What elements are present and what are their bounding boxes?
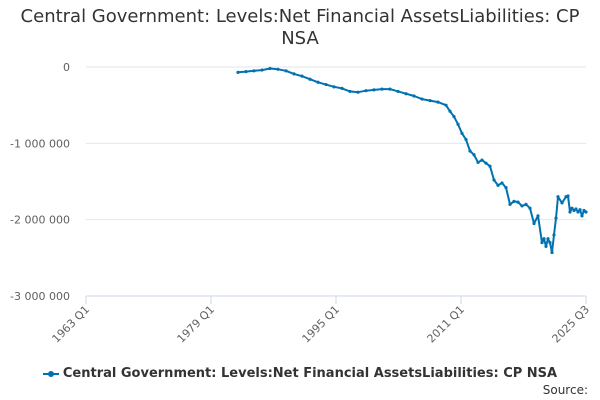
data-point[interactable] xyxy=(464,137,468,142)
data-point[interactable] xyxy=(554,216,558,220)
data-point[interactable] xyxy=(472,153,476,157)
data-point[interactable] xyxy=(548,240,552,245)
data-point[interactable] xyxy=(540,240,544,245)
data-point[interactable] xyxy=(388,87,392,91)
data-point[interactable] xyxy=(550,250,554,255)
data-point[interactable] xyxy=(252,69,256,73)
data-point[interactable] xyxy=(396,89,400,94)
data-point[interactable] xyxy=(544,244,548,248)
data-point[interactable] xyxy=(524,202,528,206)
y-tick-label: 0 xyxy=(63,61,70,74)
data-point[interactable] xyxy=(316,80,320,84)
data-point[interactable] xyxy=(512,199,516,203)
data-point[interactable] xyxy=(488,164,492,168)
data-point[interactable] xyxy=(542,237,546,241)
data-point[interactable] xyxy=(566,194,570,198)
data-point[interactable] xyxy=(504,186,508,190)
data-point[interactable] xyxy=(276,67,280,71)
data-point[interactable] xyxy=(480,158,484,162)
data-point[interactable] xyxy=(580,214,584,218)
data-point[interactable] xyxy=(492,178,496,182)
data-point[interactable] xyxy=(300,74,304,78)
data-point[interactable] xyxy=(574,207,578,211)
data-point[interactable] xyxy=(584,210,588,214)
y-tick-label: -2 000 000 xyxy=(10,214,70,227)
data-point[interactable] xyxy=(404,92,408,96)
data-point[interactable] xyxy=(576,210,580,214)
data-point[interactable] xyxy=(284,69,288,73)
legend[interactable]: Central Government: Levels:Net Financial… xyxy=(0,366,600,381)
data-point[interactable] xyxy=(476,160,480,165)
data-point[interactable] xyxy=(412,94,416,98)
data-point[interactable] xyxy=(528,206,532,210)
data-point[interactable] xyxy=(340,86,344,90)
data-point[interactable] xyxy=(260,68,264,72)
data-point[interactable] xyxy=(268,66,272,71)
y-tick-label: -1 000 000 xyxy=(10,137,70,150)
data-point[interactable] xyxy=(496,183,500,187)
data-point[interactable] xyxy=(570,206,574,210)
data-point[interactable] xyxy=(448,109,452,113)
data-point[interactable] xyxy=(532,221,536,226)
data-point[interactable] xyxy=(500,181,504,185)
data-point[interactable] xyxy=(456,122,460,126)
data-point[interactable] xyxy=(520,204,524,208)
data-point[interactable] xyxy=(546,237,550,241)
data-point[interactable] xyxy=(428,98,432,103)
data-point[interactable] xyxy=(508,202,512,206)
data-point[interactable] xyxy=(578,208,582,212)
data-point[interactable] xyxy=(380,87,384,91)
legend-label: Central Government: Levels:Net Financial… xyxy=(62,366,558,381)
x-tick-label: 1963 Q1 xyxy=(50,303,93,346)
x-tick-label: 2011 Q1 xyxy=(425,303,468,346)
data-point[interactable] xyxy=(556,195,560,199)
series-layer xyxy=(236,66,588,255)
chart-title: Central Government: Levels:Net Financial… xyxy=(20,6,580,49)
x-tick-label: 2025 Q3 xyxy=(550,303,593,346)
x-tick-label: 1995 Q1 xyxy=(300,303,343,346)
data-point[interactable] xyxy=(484,161,488,165)
x-axis: 1963 Q1 1979 Q1 1995 Q1 2011 Q1 2025 Q3 xyxy=(50,295,593,346)
data-point[interactable] xyxy=(332,85,336,89)
data-point[interactable] xyxy=(420,97,424,101)
x-tick-label: 1979 Q1 xyxy=(175,303,218,346)
data-point[interactable] xyxy=(356,90,360,94)
source-label: Source: xyxy=(542,383,588,397)
data-point[interactable] xyxy=(460,131,464,136)
data-point[interactable] xyxy=(536,214,540,218)
data-point[interactable] xyxy=(236,70,240,74)
data-point[interactable] xyxy=(372,88,376,92)
data-point[interactable] xyxy=(244,69,248,74)
data-point[interactable] xyxy=(348,89,352,94)
data-point[interactable] xyxy=(364,89,368,93)
legend-swatch xyxy=(42,370,59,377)
data-point[interactable] xyxy=(436,100,440,104)
data-point[interactable] xyxy=(308,77,312,81)
grid-lines xyxy=(86,66,586,297)
y-axis: 0 -1 000 000 -2 000 000 -3 000 000 xyxy=(10,61,70,303)
data-point[interactable] xyxy=(444,103,448,107)
data-point[interactable] xyxy=(552,233,556,237)
y-tick-label: -3 000 000 xyxy=(10,290,70,303)
data-point[interactable] xyxy=(468,149,472,153)
data-point[interactable] xyxy=(324,82,328,87)
data-point[interactable] xyxy=(452,115,456,119)
data-point[interactable] xyxy=(516,200,520,204)
data-point[interactable] xyxy=(292,72,296,76)
data-point[interactable] xyxy=(568,210,572,214)
data-point[interactable] xyxy=(560,201,564,205)
